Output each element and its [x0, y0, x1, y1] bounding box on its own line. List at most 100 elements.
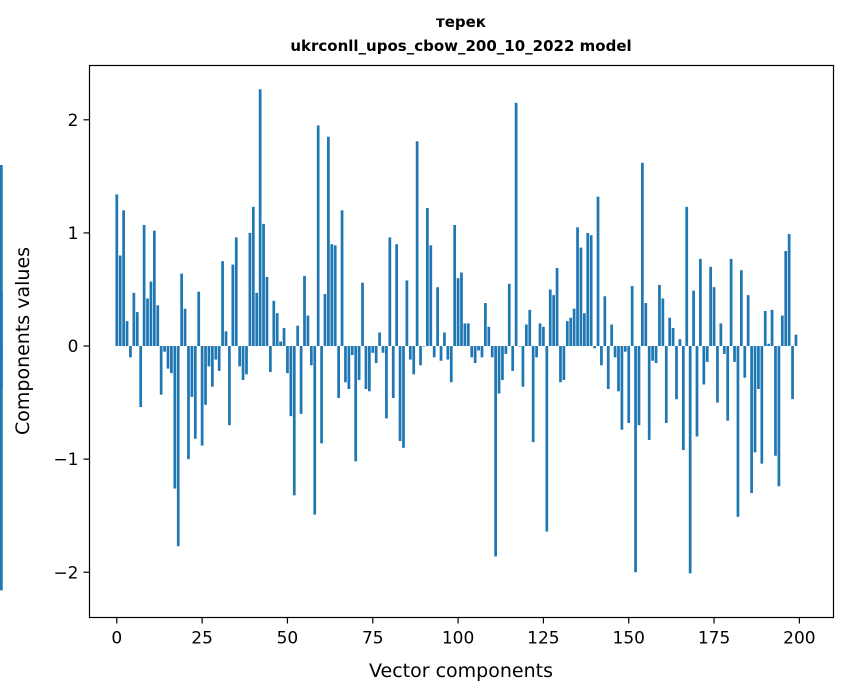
bar-184: [743, 346, 747, 378]
bar-199: [794, 334, 798, 347]
chart-subtitle: ukrconll_upos_cbow_200_10_2022 model: [290, 37, 631, 55]
bar-92: [429, 245, 433, 347]
bar-141: [596, 196, 600, 347]
bar-31: [221, 261, 224, 347]
bar-134: [572, 308, 576, 347]
x-tick-label: 175: [698, 629, 730, 649]
x-axis-ticks: 0 25 50 75 100 125 150 175 200: [111, 617, 816, 649]
bar-54: [299, 346, 303, 414]
bar-124: [538, 323, 542, 347]
bar-72: [361, 282, 364, 347]
bar-185: [746, 295, 750, 347]
x-tick-label: 200: [783, 629, 815, 649]
bar-20: [183, 308, 187, 347]
bar-181: [733, 346, 736, 362]
bar-71: [357, 346, 361, 380]
bar-125: [542, 326, 545, 347]
bar-104: [470, 346, 474, 358]
bar-111: [494, 346, 497, 557]
bar-52: [292, 346, 296, 496]
bar-49: [282, 327, 286, 347]
bar-6: [135, 312, 139, 347]
bar-10: [149, 281, 153, 347]
bar-15: [166, 346, 170, 369]
bar-51: [289, 346, 293, 417]
bar-85: [405, 280, 409, 347]
bar-187: [753, 346, 757, 453]
bar-167: [685, 206, 689, 347]
bar-98: [449, 346, 453, 383]
bar-163: [671, 327, 675, 347]
bar-103: [466, 323, 470, 347]
bar-154: [641, 162, 644, 347]
bar-171: [699, 258, 702, 347]
bar-93: [432, 346, 436, 358]
bar-142: [600, 346, 603, 366]
bar-56: [306, 315, 310, 347]
bar-102: [463, 323, 467, 347]
bar-136: [579, 247, 583, 347]
bar-170: [695, 346, 699, 437]
bar-123: [535, 346, 538, 358]
bar-83: [398, 346, 402, 442]
bar-97: [446, 346, 450, 360]
x-tick-label: 75: [362, 629, 384, 649]
y-axis-ticks: −2 −1 0 1 2: [53, 111, 90, 583]
bar-58: [313, 346, 317, 515]
bar-66: [340, 210, 344, 347]
bar-19: [180, 273, 184, 347]
bar-70: [354, 346, 358, 462]
bar-13: [159, 346, 163, 395]
bar-190: [763, 310, 767, 347]
bar-88: [415, 141, 419, 347]
bar-115: [507, 283, 511, 347]
bar-undefined: [0, 346, 3, 389]
bar-25: [200, 346, 204, 446]
bar-129: [555, 267, 559, 347]
bar-39: [248, 232, 252, 347]
bar-140: [593, 346, 596, 349]
bar-3: [125, 321, 129, 347]
bar-99: [453, 224, 457, 347]
bar-188: [757, 346, 760, 389]
bar-8: [142, 224, 146, 347]
bar-23: [193, 346, 197, 439]
bar-48: [279, 341, 282, 347]
bar-162: [668, 317, 672, 347]
bar-32: [224, 331, 228, 347]
bar-90: [422, 346, 426, 347]
bar-195: [780, 315, 784, 347]
bar-26: [204, 346, 207, 405]
bar-166: [681, 346, 685, 451]
bar-183: [739, 270, 743, 347]
bar-197: [787, 234, 791, 347]
bar-114: [504, 346, 508, 354]
bar-82: [395, 244, 399, 347]
bar-65: [337, 346, 340, 399]
bar-109: [487, 326, 491, 347]
bar-117: [514, 102, 518, 347]
bar-29: [214, 346, 218, 360]
bar-55: [303, 275, 306, 347]
bar-176: [716, 346, 719, 403]
bar-118: [518, 346, 521, 347]
x-tick-label: 100: [442, 629, 474, 649]
bar-2: [122, 210, 125, 347]
bar-80: [388, 237, 392, 347]
bar-175: [712, 287, 716, 347]
x-tick-label: 0: [111, 629, 122, 649]
bar-147: [617, 346, 620, 392]
y-tick-label: 1: [68, 224, 79, 244]
bar-44: [265, 277, 269, 347]
bar-28: [211, 346, 214, 387]
bar-38: [245, 346, 248, 375]
bar-95: [439, 346, 443, 361]
bar-34: [231, 264, 235, 347]
bar-158: [654, 346, 658, 363]
bar-189: [760, 346, 764, 464]
bar-156: [647, 346, 651, 440]
bar-62: [327, 136, 330, 347]
x-tick-label: 50: [277, 629, 299, 649]
bar-35: [234, 237, 238, 347]
bar-152: [634, 346, 637, 573]
